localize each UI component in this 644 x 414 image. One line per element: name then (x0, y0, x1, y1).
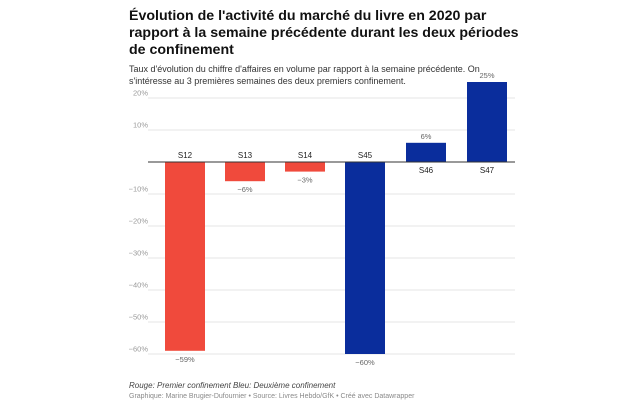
y-tick-label: 10% (133, 121, 148, 130)
credits-footer: Graphique: Marine Brugier-Dufournier • S… (129, 393, 415, 400)
y-tick-label: 20% (133, 89, 148, 98)
chart-subtitle: Taux d'évolution du chiffre d'affaires e… (129, 64, 480, 86)
y-tick-label: −50% (129, 313, 149, 322)
category-label: S45 (358, 151, 373, 160)
value-label: −60% (355, 358, 375, 367)
value-label: 6% (421, 132, 432, 141)
category-label: S14 (298, 151, 313, 160)
value-label: −3% (297, 176, 313, 185)
color-legend-note: Rouge: Premier confinement Bleu: Deuxièm… (129, 381, 336, 390)
y-tick-label: −20% (129, 217, 149, 226)
bar-s47 (467, 82, 507, 162)
value-label: 25% (479, 71, 494, 80)
category-label: S13 (238, 151, 253, 160)
y-tick-label: −40% (129, 281, 149, 290)
y-tick-label: −30% (129, 249, 149, 258)
category-label: S46 (419, 166, 434, 175)
value-label: −6% (237, 185, 253, 194)
y-tick-label: −60% (129, 345, 149, 354)
bar-s14 (285, 162, 325, 172)
bar-s46 (406, 142, 446, 162)
bar-s12 (165, 162, 205, 351)
bar-s13 (225, 162, 265, 182)
category-label: S12 (178, 151, 193, 160)
chart-title: Évolution de l'activité du marché du liv… (129, 8, 519, 58)
chart-header: Évolution de l'activité du marché du liv… (129, 8, 521, 87)
y-tick-label: −10% (129, 185, 149, 194)
bar-s45 (345, 162, 385, 354)
value-label: −59% (175, 355, 195, 364)
category-label: S47 (480, 166, 495, 175)
